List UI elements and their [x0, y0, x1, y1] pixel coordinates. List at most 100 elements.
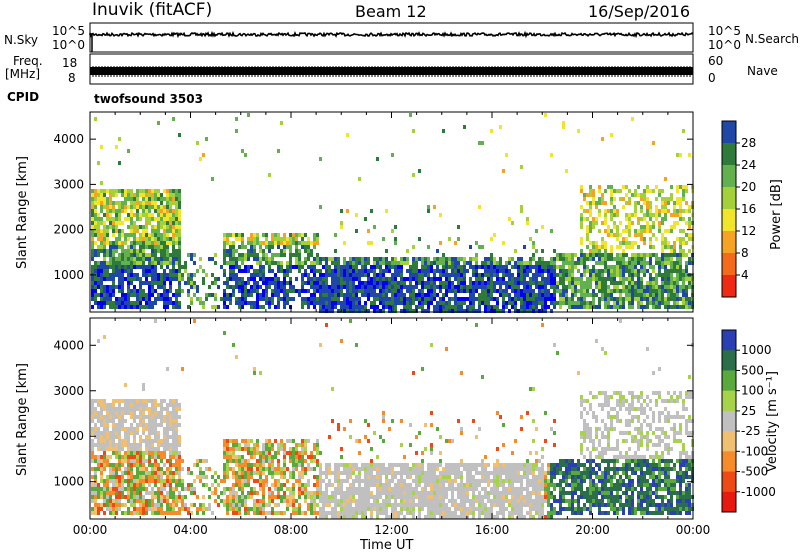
- heatmap-cell: [154, 205, 157, 209]
- heatmap-cell: [154, 419, 157, 423]
- heatmap-cell: [616, 269, 619, 273]
- heatmap-cell: [610, 265, 613, 269]
- heatmap-cell: [184, 281, 187, 285]
- heatmap-cell: [340, 209, 343, 213]
- heatmap-cell: [166, 467, 169, 471]
- heatmap-cell: [196, 289, 199, 293]
- heatmap-cell: [103, 213, 106, 217]
- heatmap-cell: [364, 467, 367, 471]
- heatmap-cell: [97, 439, 100, 443]
- heatmap-cell: [259, 507, 262, 511]
- heatmap-cell: [346, 265, 349, 269]
- heatmap-cell: [115, 261, 118, 265]
- heatmap-cell: [391, 463, 394, 467]
- heatmap-cell: [409, 265, 412, 269]
- heatmap-cell: [442, 305, 445, 309]
- heatmap-cell: [133, 305, 136, 309]
- heatmap-cell: [541, 301, 544, 305]
- heatmap-cell: [238, 285, 241, 289]
- heatmap-cell: [427, 257, 430, 261]
- heatmap-cell: [130, 305, 133, 309]
- heatmap-cell: [571, 305, 574, 309]
- heatmap-cell: [148, 245, 151, 249]
- heatmap-cell: [136, 427, 139, 431]
- heatmap-cell: [637, 217, 640, 221]
- heatmap-cell: [94, 495, 97, 499]
- heatmap-cell: [580, 249, 583, 253]
- heatmap-cell: [148, 209, 151, 213]
- heatmap-cell: [451, 309, 454, 313]
- heatmap-cell: [133, 273, 136, 277]
- heatmap-cell: [133, 237, 136, 241]
- heatmap-cell: [154, 427, 157, 431]
- heatmap-cell: [118, 451, 121, 455]
- heatmap-cell: [94, 415, 97, 419]
- heatmap-cell: [151, 301, 154, 305]
- heatmap-cell: [262, 451, 265, 455]
- heatmap-cell: [301, 277, 304, 281]
- heatmap-cell: [439, 241, 442, 245]
- heatmap-cell: [634, 293, 637, 297]
- heatmap-cell: [328, 483, 331, 487]
- heatmap-cell: [646, 209, 649, 213]
- heatmap-cell: [526, 261, 529, 265]
- heatmap-cell: [598, 201, 601, 205]
- heatmap-cell: [292, 503, 295, 507]
- heatmap-cell: [247, 237, 250, 241]
- heatmap-cell: [151, 193, 154, 197]
- heatmap-cell: [268, 503, 271, 507]
- heatmap-cell: [169, 487, 172, 491]
- heatmap-cell: [109, 455, 112, 459]
- heatmap-cell: [262, 297, 265, 301]
- heatmap-cell: [652, 285, 655, 289]
- heatmap-cell: [235, 129, 238, 133]
- heatmap-cell: [361, 261, 364, 265]
- heatmap-cell: [148, 273, 151, 277]
- heatmap-cell: [379, 479, 382, 483]
- heatmap-cell: [262, 503, 265, 507]
- heatmap-cell: [157, 499, 160, 503]
- heatmap-cell: [622, 197, 625, 201]
- heatmap-cell: [325, 471, 328, 475]
- heatmap-cell: [136, 265, 139, 269]
- heatmap-cell: [115, 257, 118, 261]
- heatmap-cell: [169, 411, 172, 415]
- heatmap-cell: [556, 285, 559, 289]
- heatmap-cell: [103, 233, 106, 237]
- heatmap-cell: [163, 285, 166, 289]
- heatmap-cell: [139, 297, 142, 301]
- heatmap-cell: [148, 285, 151, 289]
- heatmap-cell: [316, 285, 319, 289]
- heatmap-cell: [97, 415, 100, 419]
- heatmap-cell: [268, 451, 271, 455]
- heatmap-cell: [373, 463, 376, 467]
- heatmap-cell: [346, 309, 349, 313]
- heatmap-cell: [208, 467, 211, 471]
- heatmap-cell: [373, 305, 376, 309]
- heatmap-cell: [298, 451, 301, 455]
- heatmap-cell: [664, 245, 667, 249]
- heatmap-cell: [136, 459, 139, 463]
- heatmap-cell: [367, 297, 370, 301]
- heatmap-cell: [571, 301, 574, 305]
- heatmap-cell: [232, 483, 235, 487]
- heatmap-cell: [94, 241, 97, 245]
- heatmap-cell: [403, 309, 406, 313]
- heatmap-cell: [298, 249, 301, 253]
- heatmap-cell: [454, 301, 457, 305]
- heatmap-cell: [271, 281, 274, 285]
- heatmap-cell: [490, 269, 493, 273]
- heatmap-cell: [286, 261, 289, 265]
- heatmap-cell: [130, 301, 133, 305]
- heatmap-cell: [664, 201, 667, 205]
- heatmap-cell: [409, 269, 412, 273]
- heatmap-cell: [331, 471, 334, 475]
- heatmap-cell: [109, 415, 112, 419]
- heatmap-cell: [331, 491, 334, 495]
- heatmap-cell: [337, 467, 340, 471]
- heatmap-cell: [634, 205, 637, 209]
- heatmap-cell: [205, 293, 208, 297]
- heatmap-cell: [355, 213, 358, 217]
- heatmap-cell: [352, 293, 355, 297]
- heatmap-cell: [529, 293, 532, 297]
